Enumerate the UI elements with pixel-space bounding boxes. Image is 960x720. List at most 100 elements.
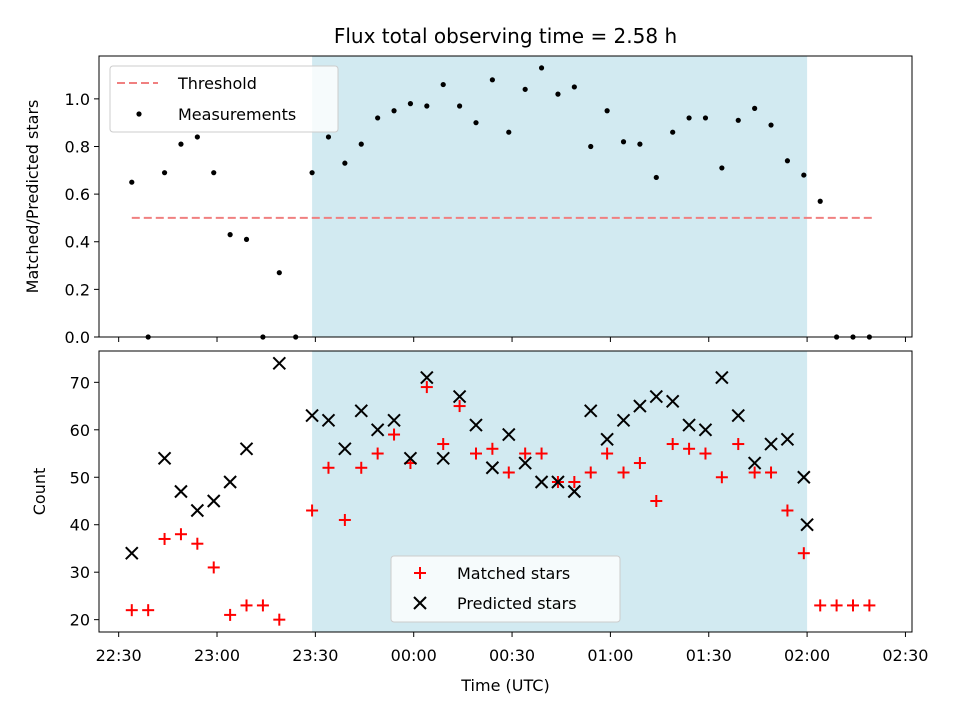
matched-star-point [633,457,646,470]
measurement-point [391,108,397,114]
predicted-star-point [485,461,500,475]
matched-star-point [273,613,286,626]
matched-star-point [420,381,433,394]
measurement-point [752,105,758,111]
threshold-legend-label: Threshold [177,74,257,93]
predicted-star-stroke [157,451,172,465]
measurement-point [489,77,495,83]
measurement-point [571,84,577,90]
top-x-ticks [118,337,906,342]
predicted-star-point [502,427,516,442]
matched-star-point [240,599,253,612]
matched-star-point [437,438,450,451]
matched-star-point [765,466,778,479]
measurement-point [375,115,381,121]
predicted-star-point [715,370,729,385]
matched-star-point [699,447,712,460]
predicted-star-stroke [616,413,631,428]
bottom-y-tick-label: 30 [70,563,90,582]
measurement-point [227,232,233,238]
predicted-star-stroke [321,413,336,428]
measurement-point [719,165,725,171]
predicted-star-point [534,475,549,489]
predicted-star-stroke [125,546,139,560]
matched-star-point [601,447,614,460]
matched-star-point [863,599,876,612]
bottom-y-tick-label: 50 [70,468,90,487]
bottom-x-ticks: 22:30 23:00 23:30 00:00 00:30 01:00 01:30 02:00… [96,632,928,665]
predicted-star-point [239,442,254,456]
predicted-star-stroke [682,418,696,432]
measurements-points [129,65,872,340]
bottom-y-tick-label: 40 [70,516,90,535]
x-axis-label: Time (UTC) [460,676,549,695]
predicted-star-stroke [764,437,778,451]
predicted-star-point [682,418,696,432]
matched-legend-marker [414,567,426,579]
top-legend: Threshold Measurements [109,65,339,133]
measurement-point [702,115,709,121]
predicted-star-point [764,437,778,451]
matched-star-point [256,599,269,612]
predicted-star-point [551,475,565,489]
matched-star-point [617,466,630,479]
measurement-point [670,129,676,135]
predicted-star-stroke [436,451,450,465]
x-tick-label: 23:30 [292,646,338,665]
predicted-star-point [780,432,795,446]
matched-star-point [683,442,696,455]
matched-star-point [453,400,466,413]
measurement-point [604,108,610,114]
predicted-stars-points [125,356,814,560]
predicted-star-stroke [747,456,762,470]
bottom-axes-frame [98,350,913,633]
predicted-star-point [305,408,319,423]
matched-star-point [306,504,319,517]
predicted-star-point [338,442,352,456]
measurement-point [309,170,315,176]
predicted-star-point [600,432,614,446]
predicted-star-stroke [452,389,467,404]
matched-star-point [715,471,728,484]
predicted-star-point [190,503,205,518]
predicted-star-point [321,413,336,428]
matched-star-point [748,466,761,479]
measurement-point [686,115,692,121]
top-legend-box [109,65,339,133]
measurement-point [801,172,807,178]
measurement-point [440,81,446,88]
measurement-point [243,236,250,242]
x-tick-label: 00:30 [489,646,535,665]
top-panel: 0.0 0.2 0.4 0.6 0.8 1.0 Matched/Predicted sta… [23,55,913,347]
matched-star-point [568,476,581,489]
predicted-star-stroke [518,456,532,470]
bottom-y-tick-label: 20 [70,611,90,630]
predicted-star-stroke [600,432,614,446]
measurement-point [161,170,168,176]
predicted-star-stroke [190,503,205,518]
matched-star-point [158,532,171,545]
predicted-star-stroke [665,394,680,409]
measurements-legend-marker [136,111,142,117]
predicted-star-stroke [354,404,368,418]
predicted-star-point [665,394,680,409]
matched-stars-points [125,381,876,626]
predicted-star-stroke [534,475,549,489]
predicted-star-stroke [780,432,795,446]
predicted-star-point [698,423,713,437]
predicted-star-stroke [420,370,434,385]
x-tick-label: 00:00 [391,646,437,665]
measurement-point [735,117,741,123]
predicted-star-stroke [731,408,745,423]
matched-star-point [207,561,220,574]
matched-star-point [519,447,532,460]
predicted-star-point [797,470,811,484]
top-y-tick-label: 0.4 [65,233,90,252]
predicted-star-stroke [649,389,664,404]
x-tick-label: 22:30 [96,646,142,665]
predicted-star-stroke [272,356,287,371]
matched-star-point [469,447,482,460]
matched-star-point [781,504,794,517]
measurement-point [473,120,479,126]
